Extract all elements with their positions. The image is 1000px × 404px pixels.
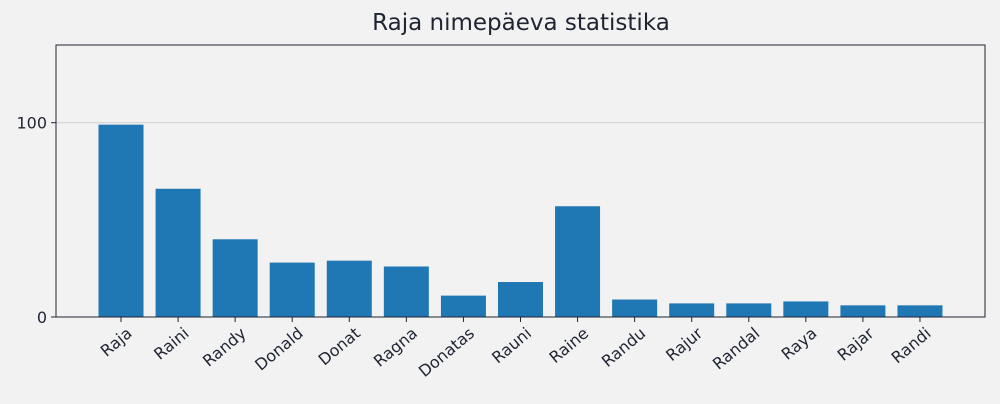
x-tick-label: Rauni	[488, 324, 535, 368]
bar	[497, 282, 543, 317]
x-tick-label: Rajar	[834, 323, 878, 364]
bar	[98, 124, 144, 318]
x-tick-label: Donatas	[415, 324, 478, 381]
bar	[840, 305, 886, 317]
y-tick-label: 100	[16, 114, 47, 133]
x-tick-label: Raini	[150, 324, 193, 364]
bar	[669, 303, 715, 317]
x-tick-label: Raine	[545, 324, 592, 367]
x-tick-label: Donat	[315, 324, 364, 370]
x-tick-label: Raya	[778, 324, 821, 364]
x-tick-label: Raja	[97, 324, 136, 361]
bar	[269, 262, 315, 317]
bar	[555, 206, 601, 317]
bar	[783, 301, 829, 317]
x-tick-label: Rajur	[662, 323, 707, 365]
x-tick-label: Randu	[598, 324, 649, 371]
bar	[212, 239, 258, 317]
x-tick-label: Randal	[709, 324, 763, 374]
bar	[383, 266, 429, 317]
bar	[326, 260, 372, 317]
plot-area	[56, 45, 985, 317]
x-tick-label: Randy	[199, 324, 250, 371]
plot-frame	[55, 44, 986, 318]
x-tick-label: Randi	[888, 324, 935, 368]
bar	[155, 188, 201, 317]
y-tick-label: 0	[37, 308, 47, 327]
bar	[726, 303, 772, 317]
bar	[897, 305, 943, 317]
bar	[612, 299, 658, 317]
x-tick-label: Ragna	[370, 324, 421, 371]
bar	[440, 295, 486, 317]
x-tick-label: Donald	[251, 324, 307, 375]
chart-title: Raja nimepäeva statistika	[372, 10, 670, 36]
